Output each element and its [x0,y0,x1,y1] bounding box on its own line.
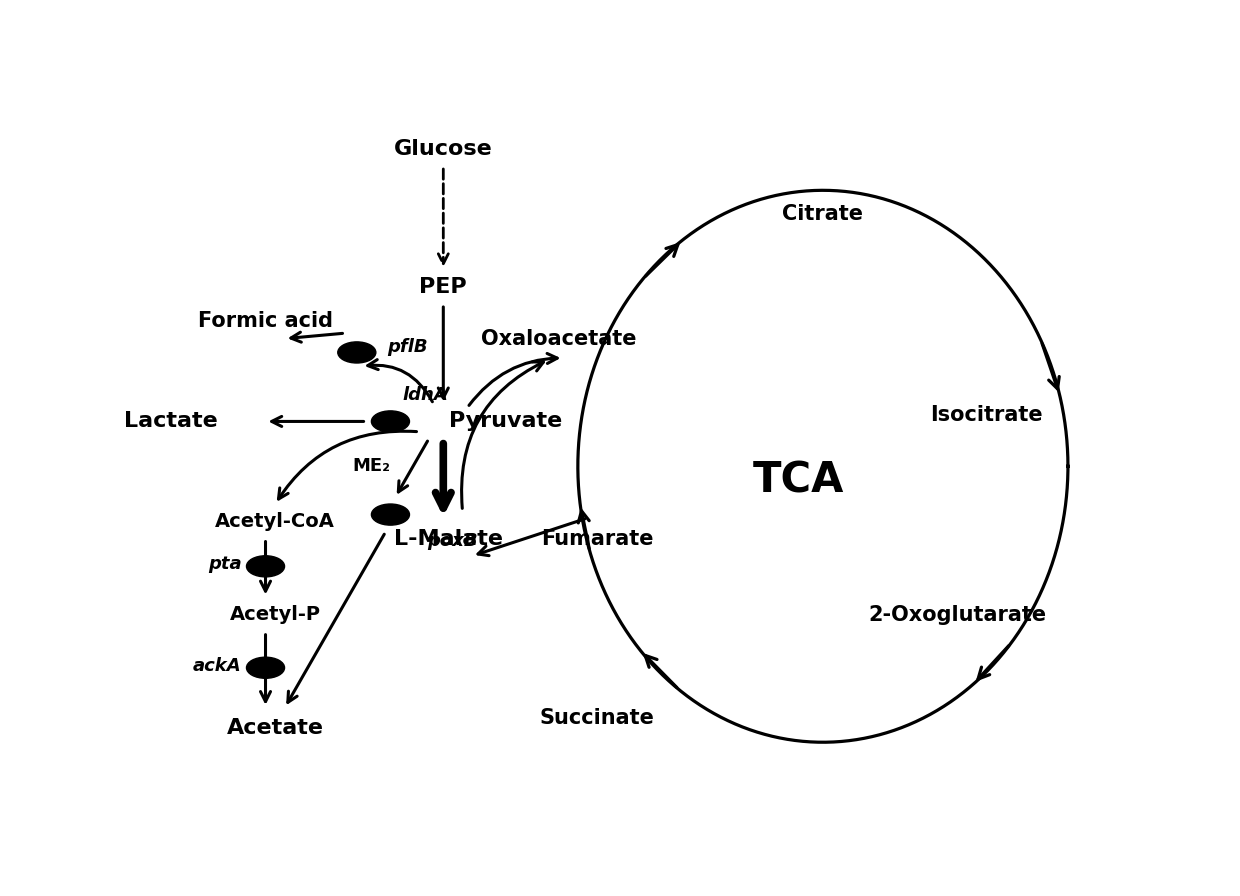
Text: Acetate: Acetate [227,719,324,738]
Text: Pyruvate: Pyruvate [449,411,563,432]
Text: Formic acid: Formic acid [198,312,334,332]
Text: pflB: pflB [388,338,428,356]
Text: pta: pta [208,556,242,573]
Ellipse shape [337,342,376,363]
Ellipse shape [372,504,409,525]
Text: Lactate: Lactate [124,411,217,432]
Text: Glucose: Glucose [394,139,492,159]
Text: TCA: TCA [753,459,844,501]
Text: Acetyl-CoA: Acetyl-CoA [216,512,335,531]
Text: Fumarate: Fumarate [541,529,653,548]
Ellipse shape [247,657,284,678]
Text: PEP: PEP [419,277,467,297]
Text: L-Malate: L-Malate [393,529,502,548]
Text: Succinate: Succinate [539,708,655,728]
Text: ME₂: ME₂ [352,457,391,475]
Ellipse shape [372,411,409,432]
Text: ldhA: ldhA [402,386,448,404]
Ellipse shape [247,556,284,577]
Text: poxB: poxB [427,532,477,550]
Text: 2-Oxoglutarate: 2-Oxoglutarate [868,605,1047,625]
Text: Oxaloacetate: Oxaloacetate [481,329,636,349]
Text: Isocitrate: Isocitrate [930,404,1043,425]
Text: Citrate: Citrate [782,204,863,225]
Text: ackA: ackA [193,657,242,675]
Text: Acetyl-P: Acetyl-P [229,605,321,625]
